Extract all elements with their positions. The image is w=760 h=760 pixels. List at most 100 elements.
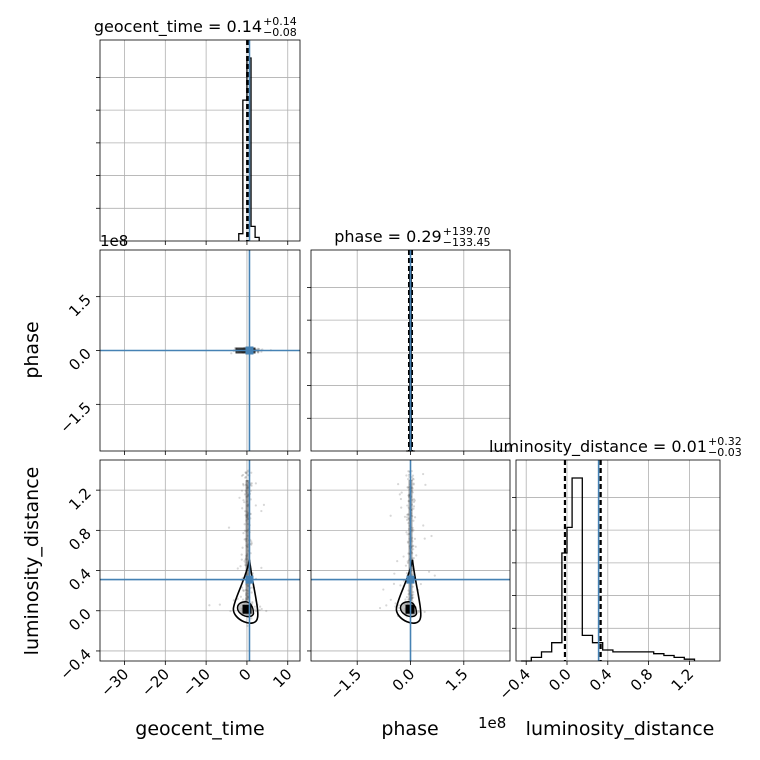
scatter-geocent-time-vs-luminosity-distance-point: [245, 583, 248, 586]
title-geocent-time: geocent_time = 0.14 +0.14−0.08: [94, 15, 297, 39]
scatter-geocent-time-vs-luminosity-distance-point: [246, 484, 249, 487]
scatter-phase-vs-luminosity-distance-point: [399, 497, 403, 501]
scatter-phase-vs-luminosity-distance-point: [402, 555, 405, 558]
scatter-geocent-time-vs-luminosity-distance-point: [245, 504, 249, 507]
scatter-phase-vs-luminosity-distance-point: [407, 500, 410, 503]
scatter-phase-vs-luminosity-distance-point: [404, 598, 407, 601]
luminosity-distance-ytick-label: −0.4: [56, 645, 94, 683]
scatter-geocent-time-vs-luminosity-distance-point: [245, 598, 249, 601]
scatter-phase-vs-luminosity-distance-point: [389, 598, 392, 601]
scatter-phase-vs-luminosity-distance-point: [407, 598, 410, 601]
scatter-phase-vs-luminosity-distance-point: [405, 572, 409, 575]
scatter-phase-vs-luminosity-distance-point: [411, 515, 414, 518]
scatter-phase-vs-luminosity-distance-point: [407, 527, 411, 531]
scatter-geocent-time-vs-luminosity-distance-point: [253, 608, 257, 611]
xlabel-geocent-time: geocent_time: [135, 718, 264, 740]
scatter-phase-vs-luminosity-distance-point: [412, 529, 415, 532]
scatter-geocent-time-vs-luminosity-distance-point: [246, 513, 249, 516]
scatter-geocent-time-vs-luminosity-distance-point: [251, 602, 254, 605]
scatter-phase-vs-luminosity-distance-point: [417, 610, 420, 613]
scatter-phase-vs-luminosity-distance-contour-outer: [395, 559, 422, 624]
scatter-phase-vs-luminosity-distance-point: [406, 540, 410, 543]
luminosity-distance-ytick-label: 0.4: [65, 565, 95, 595]
scatter-geocent-time-vs-luminosity-distance-point: [239, 565, 242, 568]
scatter-geocent-time-vs-luminosity-distance-point: [242, 499, 245, 502]
scatter-geocent-time-vs-luminosity-distance-point: [242, 473, 245, 477]
scatter-phase-vs-luminosity-distance-point: [389, 514, 392, 517]
phase-ytick-label: 0.0: [65, 345, 95, 375]
scatter-geocent-time-vs-luminosity-distance-point: [246, 512, 249, 515]
scatter-geocent-time-vs-luminosity-distance-point: [260, 566, 263, 569]
scatter-geocent-time-vs-luminosity-distance-point: [244, 561, 247, 564]
scatter-geocent-time-vs-luminosity-distance-point: [250, 543, 253, 546]
scatter-phase-vs-luminosity-distance-point: [411, 526, 414, 530]
scatter-phase-vs-luminosity-distance-point: [410, 479, 414, 482]
scatter-phase-vs-luminosity-distance-point: [405, 474, 408, 477]
scatter-phase-vs-luminosity-distance-point: [406, 486, 410, 489]
scatter-geocent-time-vs-luminosity-distance-point: [244, 489, 247, 492]
scatter-phase-vs-luminosity-distance-point: [413, 537, 417, 540]
scatter-phase-vs-luminosity-distance-point: [406, 518, 409, 521]
scatter-geocent-time-vs-luminosity-distance-point: [250, 540, 253, 543]
ylabel-phase: phase: [21, 321, 43, 378]
scatter-geocent-time-vs-luminosity-distance-point: [250, 617, 253, 620]
scatter-phase-vs-luminosity-distance-point: [411, 499, 414, 502]
luminosity-distance-ytick-label: 0.8: [65, 524, 95, 554]
scatter-geocent-time-vs-luminosity-distance-point: [246, 595, 250, 598]
scatter-geocent-time-vs-luminosity-distance-point: [236, 597, 239, 600]
scatter-geocent-time-vs-luminosity-distance-point: [246, 516, 249, 519]
scatter-geocent-time-vs-luminosity-distance-point: [245, 495, 248, 498]
scatter-phase-vs-luminosity-distance-point: [406, 533, 409, 536]
scatter-geocent-time-vs-luminosity-distance-truth-marker: [245, 575, 254, 584]
scatter-geocent-time-vs-luminosity-distance-point: [258, 608, 261, 612]
title-luminosity-distance: luminosity_distance = 0.01 +0.32−0.03: [489, 435, 742, 459]
scatter-phase-vs-luminosity-distance-point: [422, 524, 425, 527]
scatter-phase-vs-luminosity-distance-point: [412, 507, 415, 510]
scatter-geocent-time-vs-luminosity-distance-point: [239, 595, 242, 598]
scatter-geocent-time-vs-luminosity-distance-point: [260, 509, 263, 513]
scatter-geocent-time-vs-luminosity-distance-point: [236, 567, 239, 570]
scatter-phase-vs-luminosity-distance-point: [411, 585, 415, 588]
scatter-geocent-time-vs-luminosity-distance-point: [260, 607, 263, 611]
scatter-geocent-time-vs-luminosity-distance-point: [246, 503, 250, 506]
scatter-phase-vs-luminosity-distance-point: [411, 552, 414, 555]
scatter-phase-vs-luminosity-distance-point: [405, 531, 408, 534]
scatter-geocent-time-vs-luminosity-distance-point: [246, 515, 249, 518]
scatter-geocent-time-vs-luminosity-distance-point: [244, 597, 247, 600]
scatter-geocent-time-vs-luminosity-distance-point: [245, 500, 249, 503]
scatter-phase-vs-luminosity-distance-point: [412, 590, 415, 594]
scatter-geocent-time-vs-luminosity-distance-point: [246, 513, 249, 517]
scatter-geocent-time-vs-luminosity-distance-point: [251, 600, 254, 604]
title-phase-plus: +139.70: [443, 225, 491, 238]
scatter-geocent-time-vs-phase-marks: [100, 250, 300, 451]
scatter-phase-vs-luminosity-distance-point: [412, 596, 415, 599]
scatter-phase-vs-luminosity-distance-point: [412, 505, 416, 508]
scatter-geocent-time-vs-luminosity-distance-point: [244, 475, 247, 479]
geocent-time-xtick-label: −10: [179, 665, 214, 700]
scatter-phase-vs-luminosity-distance-point: [406, 561, 410, 564]
scatter-phase-vs-luminosity-distance-frame: [310, 459, 511, 662]
scatter-phase-vs-luminosity-distance-point: [407, 470, 410, 473]
geocent-time-xtick-label: 10: [269, 665, 295, 691]
scatter-phase-vs-luminosity-distance-point: [398, 493, 401, 496]
scatter-geocent-time-vs-luminosity-distance-point: [218, 603, 221, 606]
titles: geocent_time = 0.14 +0.14−0.08 phase = 0.2…: [94, 15, 742, 459]
scatter-phase-vs-luminosity-distance-point: [393, 572, 396, 575]
scatter-geocent-time-vs-luminosity-distance-point: [246, 487, 249, 490]
scatter-geocent-time-vs-luminosity-distance-point: [246, 479, 249, 482]
scatter-geocent-time-vs-luminosity-distance-point: [250, 482, 253, 485]
scatter-geocent-time-vs-luminosity-distance-point: [246, 495, 249, 498]
scatter-phase-vs-luminosity-distance-point: [414, 545, 417, 548]
scatter-phase-vs-luminosity-distance-marks: [311, 460, 510, 661]
scatter-phase-vs-luminosity-distance-point: [412, 500, 416, 504]
scatter-geocent-time-vs-luminosity-distance-point: [246, 486, 249, 489]
scatter-phase-vs-luminosity-distance-point: [407, 593, 410, 596]
scatter-phase-vs-luminosity-distance-point: [411, 567, 414, 571]
scatter-geocent-time-vs-luminosity-distance-point: [244, 538, 247, 541]
scatter-geocent-time-vs-luminosity-distance-point: [242, 589, 245, 593]
scatter-geocent-time-vs-luminosity-distance-point: [246, 529, 249, 532]
scatter-phase-vs-luminosity-distance-point: [406, 513, 410, 516]
scatter-geocent-time-vs-luminosity-distance-point: [265, 609, 268, 613]
scatter-phase-vs-luminosity-distance-truth-marker: [406, 575, 415, 584]
scatter-geocent-time-vs-luminosity-distance-point: [242, 482, 245, 486]
